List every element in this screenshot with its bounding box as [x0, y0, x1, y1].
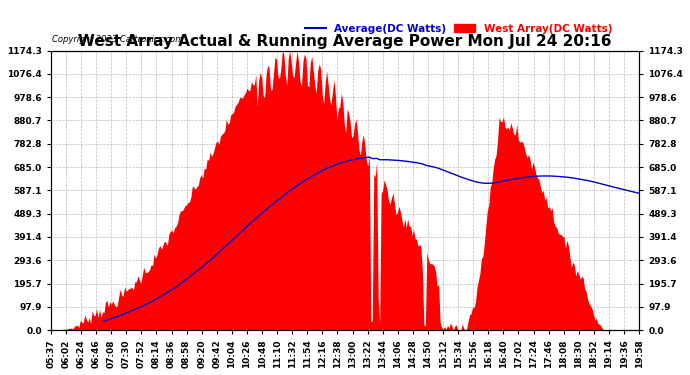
Legend: Average(DC Watts), West Array(DC Watts): Average(DC Watts), West Array(DC Watts) — [301, 20, 616, 38]
Title: West Array Actual & Running Average Power Mon Jul 24 20:16: West Array Actual & Running Average Powe… — [78, 34, 612, 50]
Text: Copyright 2023 Cartronics.com: Copyright 2023 Cartronics.com — [52, 34, 184, 44]
